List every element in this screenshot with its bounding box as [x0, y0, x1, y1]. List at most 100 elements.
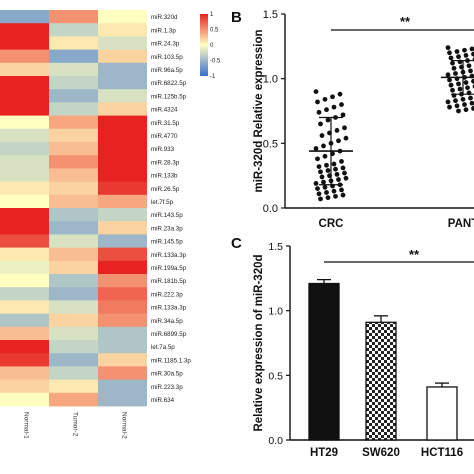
data-point: [315, 186, 320, 192]
data-point: [330, 94, 335, 100]
heatmap-row-label: miR.34a.5p: [151, 318, 183, 325]
heatmap-cell: [49, 208, 98, 222]
heatmap-cell: [49, 353, 98, 367]
data-point: [450, 87, 455, 93]
data-point: [316, 164, 322, 170]
data-point: [322, 96, 328, 102]
heatmap-cell: [49, 181, 98, 196]
x-category-label: CRC: [319, 218, 344, 230]
data-point: [331, 188, 337, 194]
panel-label-b: B: [231, 9, 242, 26]
data-point: [445, 45, 451, 51]
data-point: [322, 153, 328, 159]
heatmap-cell: [0, 168, 49, 182]
data-point: [456, 108, 461, 114]
data-point: [324, 190, 329, 195]
heatmap-cell: [49, 366, 98, 380]
data-point: [319, 174, 325, 180]
x-category-label: HT29: [310, 447, 338, 459]
y-tick-label: 0.5: [263, 138, 278, 150]
data-point: [313, 181, 319, 186]
heatmap-row-label: miR.125b.5p: [151, 93, 187, 100]
data-point: [463, 80, 469, 85]
data-point: [469, 100, 474, 106]
heatmap-cell: [49, 260, 98, 275]
data-point: [324, 162, 329, 168]
data-point: [445, 72, 451, 78]
heatmap-cell: [98, 313, 147, 328]
data-point: [471, 106, 474, 111]
data-point: [339, 159, 344, 164]
heatmap-row-label: miR.199a.5p: [151, 265, 187, 272]
heatmap-cell: [98, 287, 147, 301]
heatmap-cell: [98, 326, 147, 341]
significance-label: **: [409, 247, 420, 262]
heatmap-cell: [49, 274, 98, 288]
heatmap-cell: [49, 221, 98, 235]
heatmap-cell: [98, 366, 147, 380]
heatmap-cell: [49, 340, 98, 354]
data-point: [316, 109, 322, 115]
heatmap-cell: [0, 62, 49, 77]
heatmap-cell: [49, 128, 98, 143]
data-point: [319, 133, 325, 138]
data-point: [343, 175, 349, 181]
heatmap-cell: [98, 168, 147, 182]
data-point: [321, 143, 326, 149]
data-point: [322, 184, 328, 190]
heatmap-cell: [0, 194, 49, 209]
data-point: [315, 99, 320, 105]
data-point: [457, 86, 463, 92]
heatmap-column-label: Normal-1: [23, 412, 30, 439]
heatmap-cell: [49, 76, 98, 90]
heatmap-cell: [0, 49, 49, 64]
data-point: [468, 68, 473, 74]
heatmap-cell: [98, 89, 147, 103]
data-point: [447, 104, 452, 110]
heatmap-cell: [98, 115, 147, 130]
data-point: [336, 138, 341, 144]
heatmap-column-label: Normal-2: [121, 412, 128, 439]
heatmap-cell: [0, 300, 49, 314]
heatmap-cell: [98, 181, 147, 196]
heatmap-cell: [0, 23, 49, 37]
heatmap-cell: [49, 326, 98, 341]
heatmap-row-label: miR.133a.3p: [151, 305, 187, 312]
heatmap-cell: [0, 76, 49, 90]
heatmap-cell: [0, 247, 49, 262]
heatmap-cell: [0, 379, 49, 394]
data-point: [331, 104, 337, 110]
data-point: [342, 170, 347, 176]
heatmap-cell: [49, 247, 98, 262]
data-point: [463, 52, 469, 58]
data-point: [456, 54, 461, 60]
heatmap-row-label: miR.181b.5p: [151, 278, 187, 285]
heatmap-cell: [0, 10, 49, 24]
y-axis-label: Relative expression of miR-320d: [253, 254, 265, 431]
heatmap-panel: [0, 10, 147, 407]
heatmap-cell: [0, 181, 49, 196]
x-category-label: HCT116: [421, 447, 463, 459]
data-point: [318, 169, 323, 175]
data-point: [453, 98, 458, 104]
heatmap-row-label: miR.145.5p: [151, 239, 183, 246]
heatmap-row-label: miR.4324: [151, 107, 178, 114]
data-point: [333, 193, 338, 199]
data-point: [460, 96, 466, 102]
heatmap-cell: [0, 340, 49, 354]
y-tick-label: 1.0: [268, 306, 283, 318]
data-point: [454, 49, 460, 54]
x-category-label: SW620: [362, 447, 400, 459]
heatmap-cell: [0, 36, 49, 50]
data-point: [318, 121, 323, 127]
heatmap-cell: [98, 274, 147, 288]
heatmap-cell: [0, 89, 49, 103]
data-point: [339, 102, 344, 107]
data-point: [316, 191, 322, 197]
heatmap-row-label: miR.6899.5p: [151, 331, 187, 338]
heatmap-legend: 1 0.5 0 -0.5 -1: [200, 12, 221, 80]
bar: [365, 321, 397, 441]
y-tick-label: 1.5: [263, 9, 278, 21]
heatmap-cell: [0, 287, 49, 301]
heatmap-cell: [98, 36, 147, 50]
